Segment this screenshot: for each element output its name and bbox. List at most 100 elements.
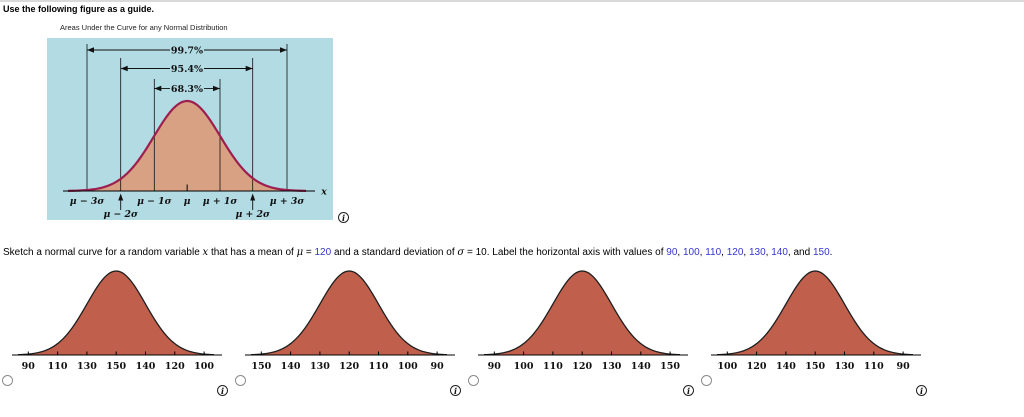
question-segment: = (303, 247, 315, 258)
question-segment: 140 (771, 247, 788, 258)
band-arrow-lines (87, 49, 287, 210)
figure-axis-labels: μ − 3σ μ − 1σ μ μ + 1σ μ + 3σ μ − 2σ μ +… (70, 196, 305, 220)
axis-tick-label: 90 (22, 361, 36, 372)
question-segment: that has a mean of (208, 247, 297, 258)
option-3-radio[interactable] (468, 375, 479, 386)
axis-tick-label: 130 (602, 361, 622, 372)
question-segment: , and (787, 247, 813, 258)
option-2-radio[interactable] (235, 375, 246, 386)
axis-tick-label: 120 (572, 361, 592, 372)
question-segment: 110 (705, 247, 722, 258)
figure-curve-outline (67, 99, 307, 192)
axis-label: μ − 3σ (70, 196, 105, 207)
option-4-radio[interactable] (701, 375, 712, 386)
instruction-text: Use the following figure as a guide. (3, 4, 155, 14)
question-segment: σ (457, 247, 465, 258)
curve-outline (716, 270, 914, 356)
axis-tick-label: 100 (194, 361, 214, 372)
question-segment: 150 (812, 247, 830, 258)
axis-label: μ + 2σ (235, 209, 270, 220)
axis-ticks (726, 351, 904, 355)
question-segment: , (699, 247, 706, 258)
axis-tick-label: 120 (747, 361, 767, 372)
option-1-radio[interactable] (2, 375, 13, 386)
option-3-curve: 90 100 110 120 130 140 150 (478, 270, 688, 372)
axis-tick-label: 120 (339, 361, 359, 372)
option-4-curve: 100 120 140 150 130 110 90 (711, 270, 921, 372)
axis-tick-label: 150 (251, 361, 271, 372)
axis-tick-label: 140 (631, 361, 651, 372)
axis-tick-label: 110 (48, 361, 68, 372)
x-axis-symbol: x (320, 187, 327, 198)
option-2-curve: 150 140 130 120 110 100 90 (245, 270, 455, 372)
figure-info-icon[interactable]: i (338, 212, 349, 223)
axis-tick-label: 130 (77, 361, 97, 372)
axis-tick-label: 130 (835, 361, 855, 372)
curve-fill (18, 271, 215, 355)
question-segment: 120 (726, 247, 744, 258)
option-2: 150 140 130 120 110 100 90 i (233, 266, 466, 397)
axis-tick-label: 90 (896, 361, 910, 372)
axis-label: μ (184, 196, 191, 207)
axis-ticks (27, 351, 205, 355)
question-segment: and a standard deviation of (331, 247, 458, 258)
top-divider (0, 0, 1024, 2)
axis-tick-labels: 150 140 130 120 110 100 90 (251, 361, 444, 372)
arrowheads (87, 47, 287, 201)
question-segment: , (743, 247, 749, 258)
question-segment: Sketch a normal curve for a random varia… (3, 247, 203, 258)
question-segment: = 10. Label the horizontal axis with val… (464, 247, 667, 258)
curve-fill (717, 271, 914, 355)
axis-tick-label: 100 (717, 361, 737, 372)
axis-tick-label: 120 (165, 361, 185, 372)
band-label-68: 68.3% (171, 84, 203, 95)
option-3: 90 100 110 120 130 140 150 i (466, 266, 699, 397)
figure-title: Areas Under the Curve for any Normal Dis… (60, 23, 228, 32)
axis-tick-label: 110 (543, 361, 563, 372)
curve-outline (483, 270, 681, 356)
band-labels: 99.7% 95.4% 68.3% (171, 45, 203, 95)
curve-outline (250, 270, 448, 356)
question-segment: x (202, 247, 209, 258)
axis-tick-labels: 90 100 110 120 130 140 150 (488, 361, 681, 372)
question-segment: 120 (314, 247, 332, 258)
axis-tick-label: 140 (776, 361, 796, 372)
axis-tick-label: 90 (430, 361, 444, 372)
axis-tick-label: 90 (488, 361, 502, 372)
axis-label: μ + 1σ (203, 196, 238, 207)
question-segment: μ (296, 247, 304, 258)
option-4: 100 120 140 150 130 110 90 i (699, 266, 932, 397)
axis-tick-label: 150 (660, 361, 680, 372)
option-2-info-icon[interactable]: i (450, 385, 461, 396)
question-text: Sketch a normal curve for a random varia… (3, 247, 832, 258)
axis-tick-labels: 100 120 140 150 130 110 90 (717, 361, 910, 372)
question-segment: , (765, 247, 772, 258)
guide-figure: 99.7% 95.4% 68.3% μ − 3σ μ − 1σ μ μ + 1σ… (47, 38, 333, 220)
option-3-info-icon[interactable]: i (683, 385, 694, 396)
axis-tick-label: 100 (514, 361, 534, 372)
question-segment: . (829, 247, 833, 258)
curve-outline (17, 270, 215, 356)
option-1: 90 110 130 150 140 120 100 i (0, 266, 233, 397)
option-1-curve: 90 110 130 150 140 120 100 (12, 270, 222, 372)
question-segment: 100 (682, 247, 700, 258)
axis-tick-label: 110 (369, 361, 389, 372)
figure-curve-fill (68, 101, 306, 191)
axis-tick-label: 100 (398, 361, 418, 372)
options-row: 90 110 130 150 140 120 100 i 150 (0, 266, 1024, 406)
axis-tick-label: 140 (136, 361, 156, 372)
axis-tick-label: 130 (310, 361, 330, 372)
curve-fill (251, 271, 448, 355)
curve-fill (484, 271, 681, 355)
question-segment: , (721, 247, 727, 258)
axis-tick-label: 140 (281, 361, 301, 372)
axis-label: μ + 3σ (270, 196, 305, 207)
question-segment: , (677, 247, 683, 258)
option-1-info-icon[interactable]: i (217, 385, 228, 396)
option-4-info-icon[interactable]: i (916, 385, 927, 396)
axis-label: μ − 2σ (103, 209, 138, 220)
axis-label: μ − 1σ (137, 196, 172, 207)
axis-tick-label: 110 (864, 361, 884, 372)
axis-tick-labels: 90 110 130 150 140 120 100 (22, 361, 215, 372)
axis-ticks (260, 351, 438, 355)
